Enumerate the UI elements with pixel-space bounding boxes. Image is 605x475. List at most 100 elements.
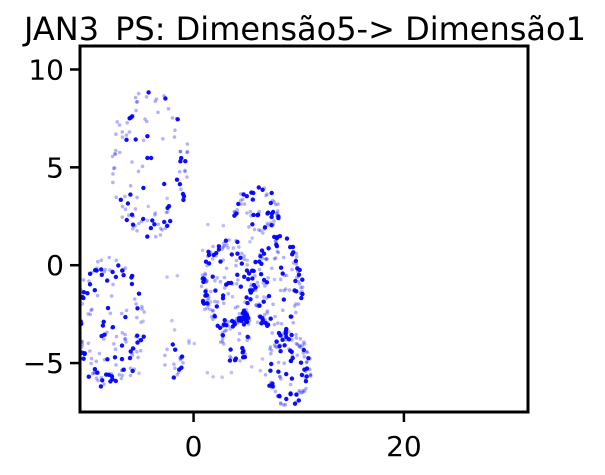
y-tick-label: −5	[23, 347, 64, 380]
scatter-point	[137, 221, 141, 226]
scatter-point	[135, 333, 140, 338]
scatter-point	[203, 273, 207, 277]
scatter-point	[152, 222, 157, 227]
scatter-point	[141, 138, 146, 143]
scatter-point	[114, 148, 118, 153]
scatter-point	[206, 252, 212, 258]
scatter-point	[221, 322, 226, 327]
scatter-point	[302, 340, 306, 344]
scatter-point	[150, 218, 155, 223]
scatter-point	[95, 293, 100, 298]
scatter-point	[245, 263, 250, 267]
scatter-point	[123, 337, 128, 341]
scatter-point	[257, 267, 262, 272]
scatter-point	[168, 218, 173, 224]
scatter-point	[133, 207, 138, 211]
scatter-point	[127, 116, 132, 121]
scatter-point	[138, 338, 144, 343]
scatter-point	[180, 191, 186, 197]
scatter-point	[102, 270, 106, 274]
scatter-point	[153, 99, 157, 104]
scatter-point	[294, 310, 298, 315]
scatter-point	[205, 370, 210, 375]
scatter-point	[290, 350, 294, 354]
scatter-point	[231, 246, 236, 250]
scatter-point	[260, 316, 265, 321]
scatter-point	[297, 267, 302, 273]
scatter-point	[262, 227, 266, 231]
scatter-point	[222, 241, 226, 245]
scatter-point	[208, 307, 212, 312]
scatter-point	[170, 318, 174, 323]
scatter-point	[145, 234, 150, 239]
scatter-point	[123, 266, 128, 270]
x-tick-label: 0	[185, 430, 203, 463]
scatter-point	[178, 159, 183, 164]
scatter-point	[170, 116, 175, 120]
scatter-point	[274, 244, 280, 249]
scatter-point	[163, 96, 168, 101]
y-tick-label: 0	[46, 249, 64, 282]
scatter-point	[249, 284, 253, 289]
scatter-point	[290, 252, 295, 257]
scatter-point	[141, 334, 146, 339]
scatter-point	[241, 322, 247, 327]
scatter-point	[211, 308, 215, 313]
scatter-point	[294, 262, 299, 266]
scatter-point	[266, 293, 272, 299]
scatter-point	[228, 354, 232, 359]
scatter-point	[175, 274, 180, 278]
scatter-point	[264, 257, 268, 261]
scatter-point	[119, 311, 124, 316]
scatter-point	[269, 361, 274, 367]
scatter-point	[204, 301, 208, 306]
scatter-point	[258, 368, 263, 373]
y-axis: 10 5 0 −5	[23, 53, 80, 380]
scatter-point	[213, 278, 217, 283]
scatter-point	[200, 298, 206, 304]
scatter-point	[265, 309, 270, 313]
scatter-point	[232, 322, 237, 327]
scatter-point	[174, 116, 179, 121]
scatter-point	[250, 197, 255, 202]
scatter-point	[235, 251, 240, 256]
scatter-point	[210, 274, 215, 279]
scatter-point	[262, 313, 267, 317]
scatter-point	[268, 221, 273, 225]
scatter-point	[284, 338, 288, 342]
scatter-point	[113, 152, 117, 156]
scatter-point	[105, 330, 109, 335]
scatter-point	[81, 278, 86, 282]
scatter-point	[251, 268, 256, 274]
scatter-point	[272, 343, 277, 347]
y-tick-label: 5	[46, 151, 64, 184]
scatter-point	[292, 288, 297, 293]
scatter-point	[301, 373, 306, 378]
scatter-point	[233, 356, 239, 361]
scatter-point	[278, 374, 282, 379]
scatter-point	[116, 263, 121, 268]
scatter-point	[120, 268, 125, 273]
scatter-point	[260, 187, 265, 192]
scatter-point	[264, 193, 268, 198]
scatter-point	[114, 258, 119, 263]
scatter-point	[259, 248, 265, 253]
scatter-point	[135, 350, 139, 354]
scatter-point	[244, 268, 250, 273]
scatter-point	[240, 350, 245, 355]
scatter-point	[145, 155, 150, 161]
scatter-point	[118, 197, 124, 202]
scatter-point	[178, 149, 183, 154]
scatter-point	[297, 343, 302, 348]
scatter-point	[101, 319, 106, 324]
scatter-point	[119, 356, 125, 362]
scatter-point	[90, 307, 94, 312]
scatter-point	[111, 282, 115, 287]
scatter-point	[200, 273, 205, 277]
scatter-point	[212, 314, 217, 319]
scatter-point	[266, 246, 271, 251]
scatter-point	[245, 338, 249, 343]
scatter-point	[218, 259, 223, 264]
scatter-point	[276, 202, 280, 206]
